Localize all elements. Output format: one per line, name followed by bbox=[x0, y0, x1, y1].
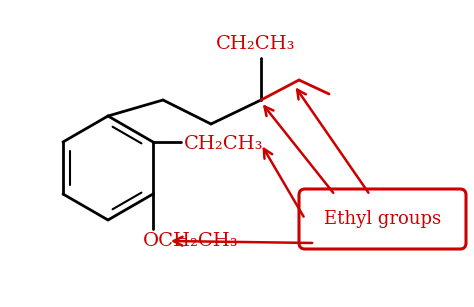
Text: CH₂CH₃: CH₂CH₃ bbox=[184, 135, 264, 153]
Text: CH₂CH₃: CH₂CH₃ bbox=[216, 35, 296, 53]
Text: Ethyl groups: Ethyl groups bbox=[324, 210, 441, 228]
FancyBboxPatch shape bbox=[299, 189, 466, 249]
Text: OCH₂CH₃: OCH₂CH₃ bbox=[143, 232, 238, 250]
